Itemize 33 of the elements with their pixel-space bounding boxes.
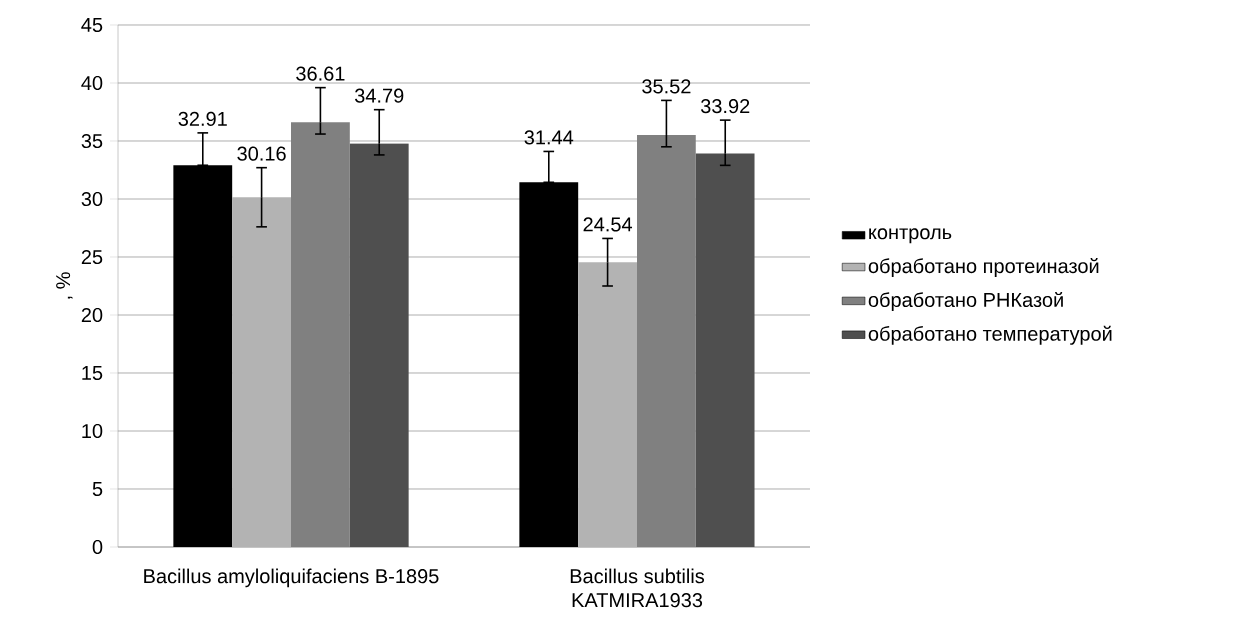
legend-label: обработано протеиназой bbox=[868, 258, 1099, 278]
data-label: 32.91 bbox=[178, 111, 227, 126]
y-tick-label: 40 bbox=[81, 75, 103, 91]
data-label: 30.16 bbox=[237, 146, 286, 161]
data-label: 31.44 bbox=[524, 130, 574, 145]
bar bbox=[173, 165, 233, 547]
data-label: 24.54 bbox=[583, 217, 633, 232]
y-tick-label: 35 bbox=[81, 133, 103, 149]
y-axis-title: , % bbox=[56, 272, 73, 299]
y-tick-label: 0 bbox=[92, 539, 103, 555]
data-label: 34.79 bbox=[354, 88, 404, 103]
y-tick-label: 25 bbox=[81, 249, 103, 265]
y-tick-label: 20 bbox=[81, 307, 103, 323]
bar bbox=[232, 197, 292, 547]
bar bbox=[578, 262, 637, 547]
y-tick-label: 10 bbox=[82, 423, 103, 439]
y-tick-label: 30 bbox=[81, 191, 103, 207]
x-tick-label: Bacillus subtilis KATMIRA1933 bbox=[570, 568, 705, 608]
bar bbox=[695, 153, 755, 547]
data-label: 33.92 bbox=[700, 99, 750, 114]
legend-label: контроль bbox=[869, 228, 952, 244]
legend-label: обработано РНКазой bbox=[868, 291, 1063, 311]
x-tick-label: Bacillus amyloliquifaciens B-1895 bbox=[144, 568, 439, 588]
legend-label: обработано температурой bbox=[868, 325, 1112, 345]
y-tick-label: 5 bbox=[92, 482, 103, 496]
y-tick-label: 15 bbox=[82, 366, 103, 380]
y-tick-label: 45 bbox=[81, 18, 103, 32]
bar bbox=[349, 143, 409, 547]
bar bbox=[519, 182, 579, 547]
data-label: 36.61 bbox=[296, 66, 345, 81]
bar bbox=[637, 134, 696, 547]
data-label: 35.52 bbox=[642, 79, 691, 94]
bar bbox=[291, 122, 350, 547]
